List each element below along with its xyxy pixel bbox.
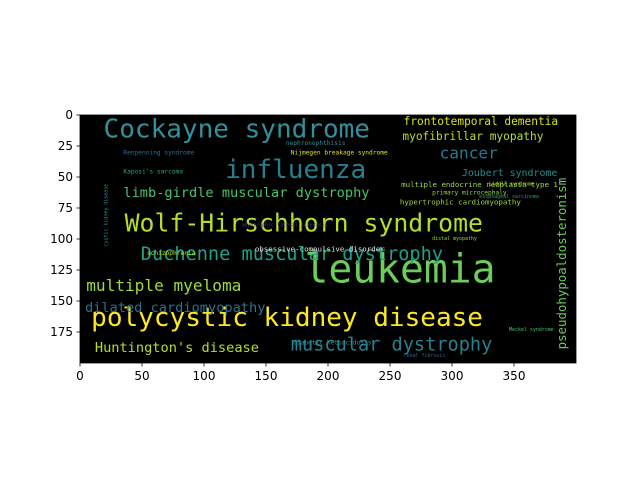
- x-tick-label: 250: [379, 369, 402, 383]
- word-31: esophageal carcinoma: [479, 194, 539, 200]
- word-4: influenza: [225, 155, 366, 185]
- word-21: nephronophthisis: [286, 140, 346, 147]
- word-30: renal fibrosis: [404, 353, 446, 359]
- word-25: diabetic ketoacidosis: [293, 339, 372, 346]
- x-tick-label: 150: [255, 369, 278, 383]
- word-24: schizophrenia: [147, 250, 196, 257]
- word-12: frontotemporal dementia: [404, 115, 558, 128]
- word-8: limb-girdle muscular dystrophy: [123, 185, 369, 201]
- y-tick-label: 50: [58, 170, 73, 184]
- x-tick-label: 300: [441, 369, 464, 383]
- word-28: distal myopathy: [432, 236, 477, 242]
- word-2: Wolf-Hirschhorn syndrome: [125, 209, 483, 238]
- word-10: Huntington's disease: [95, 340, 259, 356]
- word-9: dilated cardiomyopathy: [85, 300, 265, 316]
- word-11: cancer: [440, 143, 498, 162]
- word-13: myofibrillar myopathy: [402, 130, 543, 143]
- y-tick-label: 175: [50, 325, 73, 339]
- word-14: Joubert syndrome: [462, 168, 557, 179]
- word-cloud-words: leukemia polycystic kidney disease Wolf-Hi…: [85, 114, 569, 359]
- word-cloud-canvas: [80, 115, 576, 363]
- word-32: amyotrophic lateral sclerosis: [241, 223, 327, 229]
- x-tick-label: 350: [503, 369, 526, 383]
- x-axis-ticks: 0 50 100 150 200 250 300 350: [76, 363, 525, 383]
- word-15: multiple endocrine neoplasia type 1: [401, 180, 558, 189]
- y-tick-label: 25: [58, 139, 73, 153]
- word-1: polycystic kidney disease: [91, 303, 483, 333]
- image-axes: leukemia polycystic kidney disease Wolf-Hi…: [50, 108, 577, 383]
- word-18: hypertrophic cardiomyopathy: [400, 197, 521, 206]
- y-axis-ticks: 0 25 50 75 100 125 150 175: [50, 108, 80, 339]
- y-tick-label: 125: [50, 263, 73, 277]
- word-20: Nijmegen breakage syndrome: [291, 150, 388, 157]
- word-19: primary microcephaly: [432, 189, 507, 196]
- word-22: Kaposi's sarcoma: [123, 168, 183, 175]
- word-29: Meckel syndrome: [509, 327, 554, 333]
- word-3: Cockayne syndrome: [104, 114, 370, 144]
- y-tick-label: 0: [65, 108, 73, 122]
- x-tick-label: 50: [134, 369, 149, 383]
- word-23: Renpenning syndrome: [123, 150, 194, 157]
- word-16: pseudohypoaldosteronism: [554, 178, 569, 350]
- word-26: cystic kidney disease: [103, 184, 109, 247]
- word-27: Liddle syndrome: [489, 182, 534, 188]
- y-tick-label: 150: [50, 294, 73, 308]
- word-17: obsessive-compulsive disorder: [255, 244, 385, 253]
- word-7: multiple myeloma: [86, 276, 241, 295]
- x-tick-label: 100: [193, 369, 216, 383]
- word-0: leukemia: [304, 246, 495, 292]
- x-tick-label: 0: [76, 369, 84, 383]
- x-tick-label: 200: [317, 369, 340, 383]
- y-tick-label: 75: [58, 201, 73, 215]
- word-5: Duchenne muscular dystrophy: [141, 244, 443, 265]
- y-tick-label: 100: [50, 232, 73, 246]
- word-6: muscular dystrophy: [291, 335, 493, 356]
